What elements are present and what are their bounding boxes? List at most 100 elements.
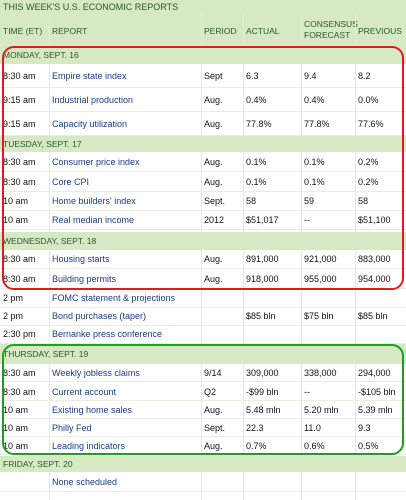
row-separator [0, 111, 406, 112]
cell-report: Current account [52, 387, 117, 397]
col-consensus-1: CONSENSUS [304, 19, 358, 29]
cell-time: 2 pm [3, 293, 24, 303]
cell-consensus: 59 [304, 196, 315, 206]
col-consensus-2: FORECAST [304, 30, 351, 40]
cell-actual: 5.48 mln [246, 405, 281, 415]
table-row: 2:30 pm Bernanke press conference [0, 325, 406, 344]
cell-period: Aug. [204, 274, 223, 284]
row-separator [0, 400, 406, 401]
cell-consensus: 338,000 [304, 368, 337, 378]
cell-actual: 0.1% [246, 177, 267, 187]
row-separator [0, 343, 406, 344]
cell-time: 10 am [3, 441, 29, 451]
cell-consensus: -- [304, 387, 310, 397]
table-row: 8:30 am Housing starts Aug. 891,000 921,000 8… [0, 250, 406, 269]
cell-period: Sept. [204, 423, 226, 433]
column-divider [201, 14, 202, 500]
cell-report: Consumer price index [52, 157, 140, 167]
table-row: 2 pm FOMC statement & projections [0, 289, 406, 308]
cell-actual: 309,000 [246, 368, 279, 378]
day-header: THURSDAY, SEPT. 19 [0, 344, 406, 364]
cell-previous: 0.2% [358, 157, 379, 167]
cell-report: None scheduled [52, 477, 118, 487]
cell-consensus: 9.4 [304, 71, 317, 81]
row-separator [0, 436, 406, 437]
cell-report: Core CPI [52, 177, 90, 187]
column-divider [49, 14, 50, 500]
cell-report: Home builders' index [52, 196, 136, 206]
cell-time: 10 am [3, 405, 29, 415]
row-separator [0, 210, 406, 211]
cell-actual: 0.1% [246, 157, 267, 167]
cell-consensus: $75 bln [304, 311, 334, 321]
row-separator [0, 268, 406, 269]
cell-period: 9/14 [204, 368, 222, 378]
cell-actual: 891,000 [246, 254, 279, 264]
cell-consensus: 955,000 [304, 274, 337, 284]
cell-time: 2:30 pm [3, 329, 36, 339]
cell-previous: $85 bln [358, 311, 388, 321]
cell-actual: 918,000 [246, 274, 279, 284]
day-header: TUESDAY, SEPT. 17 [0, 136, 406, 152]
highlight-frame-red [2, 46, 404, 290]
cell-consensus: 77.8% [304, 119, 330, 129]
cell-previous: 8.2 [358, 71, 371, 81]
col-previous: PREVIOUS [358, 26, 402, 36]
cell-actual: 58 [246, 196, 257, 206]
cell-previous: -$105 bln [358, 387, 396, 397]
table-row: 10 am Philly Fed Sept. 22.3 11.0 9.3 [0, 419, 406, 437]
table-row: 2 pm Bond purchases (taper) $85 bln $75 bln… [0, 307, 406, 326]
cell-previous: 0.5% [358, 441, 379, 451]
cell-report: Building permits [52, 274, 117, 284]
cell-time: 9:15 am [3, 119, 36, 129]
cell-time: 10 am [3, 196, 29, 206]
cell-period: Aug. [204, 157, 223, 167]
cell-consensus: 921,000 [304, 254, 337, 264]
table-row: 8:30 am Empire state index Sept 6.3 9.4 8.2 [0, 64, 406, 88]
row-separator [0, 171, 406, 172]
row-separator [0, 491, 406, 492]
cell-report: Real median income [52, 215, 135, 225]
cell-previous: 58 [358, 196, 369, 206]
cell-report: Capacity utilization [52, 119, 128, 129]
cell-previous: 0.0% [358, 95, 379, 105]
cell-consensus: -- [304, 215, 310, 225]
cell-period: Aug. [204, 119, 223, 129]
col-time: TIME (ET) [3, 26, 43, 36]
table-row: 10 am Existing home sales Aug. 5.48 mln 5.20… [0, 401, 406, 419]
cell-report: Existing home sales [52, 405, 133, 415]
column-divider [355, 14, 356, 500]
table-row: None scheduled [0, 472, 406, 492]
row-separator [0, 307, 406, 308]
cell-consensus: 5.20 mln [304, 405, 339, 415]
table-row: 8:30 am Building permits Aug. 918,000 955,00… [0, 270, 406, 289]
cell-report: Housing starts [52, 254, 110, 264]
cell-report: Leading indicators [52, 441, 126, 451]
cell-time: 8:30 am [3, 177, 36, 187]
cell-previous: 9.3 [358, 423, 371, 433]
row-separator [0, 87, 406, 88]
cell-report: Philly Fed [52, 423, 92, 433]
row-separator [0, 191, 406, 192]
cell-period: Aug. [204, 177, 223, 187]
cell-consensus: 0.4% [304, 95, 325, 105]
cell-report: FOMC statement & projections [52, 293, 176, 303]
cell-actual: 6.3 [246, 71, 259, 81]
row-separator [0, 418, 406, 419]
cell-time: 2 pm [3, 311, 24, 321]
row-separator [0, 381, 406, 382]
day-header: FRIDAY, SEPT. 20 [0, 456, 406, 472]
cell-time: 10 am [3, 215, 29, 225]
day-header: WEDNESDAY, SEPT. 18 [0, 232, 406, 250]
col-actual: ACTUAL [246, 26, 280, 36]
cell-time: 8:30 am [3, 71, 36, 81]
cell-period: Aug. [204, 254, 223, 264]
cell-time: 8:30 am [3, 274, 36, 284]
table-row: 10 am Home builders' index Sept. 58 59 58 [0, 191, 406, 211]
cell-consensus: 0.1% [304, 177, 325, 187]
cell-consensus: 0.6% [304, 441, 325, 451]
cell-period: Q2 [204, 387, 217, 397]
cell-period: 2012 [204, 215, 225, 225]
cell-previous: 77.6% [358, 119, 384, 129]
cell-report: Bond purchases (taper) [52, 311, 147, 321]
